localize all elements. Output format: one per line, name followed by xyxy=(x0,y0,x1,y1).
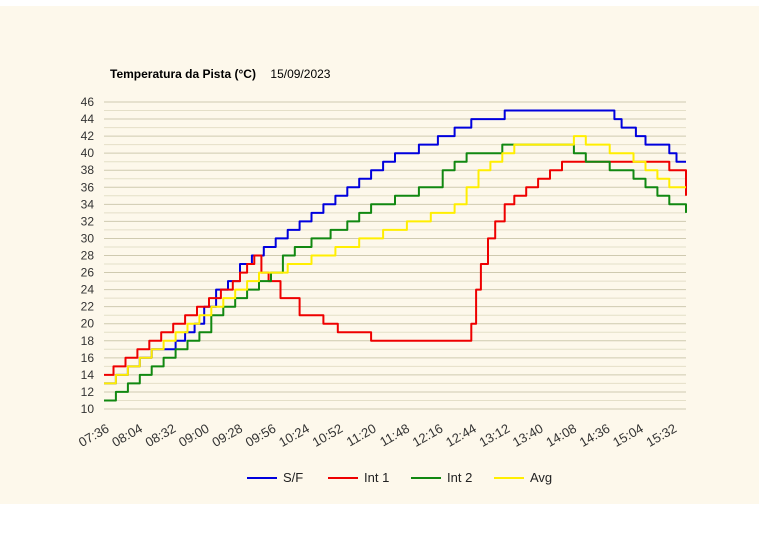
y-tick-label: 30 xyxy=(81,231,95,245)
y-tick-label: 20 xyxy=(81,317,95,331)
y-tick-label: 12 xyxy=(81,385,95,399)
x-tick-label: 15:04 xyxy=(610,421,646,450)
x-tick-label: 12:16 xyxy=(410,421,446,450)
x-tick-label: 09:28 xyxy=(209,421,245,450)
legend-label: Int 1 xyxy=(364,470,390,485)
y-tick-label: 46 xyxy=(81,95,95,109)
x-tick-label: 09:56 xyxy=(243,421,279,450)
y-tick-label: 32 xyxy=(81,214,95,228)
y-tick-label: 10 xyxy=(81,402,95,416)
x-tick-label: 08:04 xyxy=(109,421,145,450)
x-tick-label: 11:20 xyxy=(344,421,379,450)
legend-swatch xyxy=(247,477,277,479)
x-tick-label: 14:36 xyxy=(577,421,613,450)
x-tick-label: 13:12 xyxy=(477,421,513,450)
legend-swatch xyxy=(328,477,358,479)
y-tick-label: 28 xyxy=(81,249,95,263)
chart-title: Temperatura da Pista (°C) xyxy=(110,67,256,81)
y-tick-label: 42 xyxy=(81,129,95,143)
y-tick-label: 22 xyxy=(81,300,95,314)
y-tick-label: 44 xyxy=(81,112,95,126)
x-tick-label: 07:36 xyxy=(76,421,112,450)
x-tick-label: 11:48 xyxy=(377,421,412,450)
y-tick-label: 40 xyxy=(81,146,95,160)
legend-label: Int 2 xyxy=(447,470,473,485)
x-tick-label: 15:32 xyxy=(644,421,680,450)
series-line-int-2 xyxy=(104,143,687,402)
legend-label: S/F xyxy=(283,470,304,485)
y-tick-label: 36 xyxy=(81,180,95,194)
y-tick-label: 16 xyxy=(81,351,95,365)
x-tick-label: 12:44 xyxy=(443,421,479,450)
x-tick-label: 09:00 xyxy=(176,421,212,450)
y-tick-label: 14 xyxy=(81,368,95,382)
chart-date: 15/09/2023 xyxy=(270,67,331,81)
y-tick-label: 26 xyxy=(81,266,95,280)
series-line-avg xyxy=(104,135,686,385)
legend-swatch xyxy=(411,477,441,479)
x-tick-label: 14:08 xyxy=(543,421,579,450)
legend-label: Avg xyxy=(530,470,553,485)
x-tick-label: 10:24 xyxy=(276,421,312,450)
y-tick-label: 24 xyxy=(81,283,95,297)
y-tick-label: 18 xyxy=(81,334,95,348)
x-tick-label: 13:40 xyxy=(510,421,546,450)
y-tick-label: 38 xyxy=(81,163,95,177)
x-tick-label: 08:32 xyxy=(143,421,179,450)
series-line-int-1 xyxy=(104,160,687,376)
chart-header: Temperatura da Pista (°C) 15/09/2023 xyxy=(110,65,330,83)
y-tick-label: 34 xyxy=(81,197,95,211)
legend-swatch xyxy=(494,477,524,479)
x-tick-label: 10:52 xyxy=(310,421,346,450)
